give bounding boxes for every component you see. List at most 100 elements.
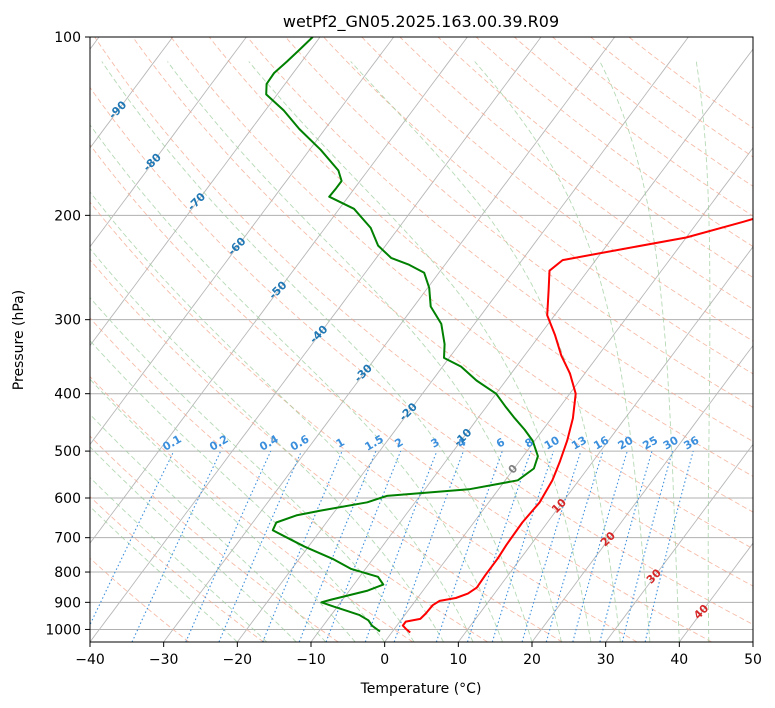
mixing-ratio-line [298, 450, 377, 642]
isotherm-line [678, 542, 753, 642]
mixing-ratio-line [364, 450, 438, 642]
dry-adiabat-line [437, 37, 753, 279]
isotherm-label: 40 [691, 602, 711, 622]
moist-adiabat-line [474, 61, 651, 642]
y-tick-label: 200 [54, 208, 81, 224]
y-tick-label: 800 [54, 565, 81, 581]
dry-adiabat-line [90, 201, 638, 642]
mixing-ratio-label: 0.1 [160, 433, 183, 454]
mixing-ratio-line [491, 450, 555, 642]
mixing-ratio-label: 0.2 [207, 433, 230, 454]
mixing-ratio-line [521, 450, 582, 642]
isotherm-line [90, 37, 247, 248]
moist-adiabat-line [90, 476, 268, 642]
mixing-ratio-line [572, 450, 628, 642]
dry-adiabat-line [361, 37, 753, 342]
y-tick-label: 700 [54, 531, 81, 547]
dry-adiabat-line [590, 37, 753, 158]
x-axis-label: Temperature (°C) [360, 681, 482, 697]
isotherm-line [457, 246, 753, 642]
x-tick-label: −20 [223, 652, 253, 668]
isotherm-label: 0 [506, 462, 521, 477]
mixing-ratio-line [262, 450, 343, 642]
dry-adiabat-line [552, 37, 753, 187]
isotherm-line [531, 344, 753, 642]
x-tick-label: 0 [380, 652, 389, 668]
mixing-ratio-label: 30 [661, 433, 681, 452]
x-tick-label: −40 [75, 652, 105, 668]
x-tick-label: −10 [296, 652, 326, 668]
y-tick-label: 1000 [45, 622, 81, 638]
y-tick-label: 900 [54, 595, 81, 611]
moist-adiabat-line [695, 61, 711, 642]
moist-adiabat-line [90, 296, 415, 642]
mixing-ratio-label: 13 [569, 434, 589, 453]
y-axis-label: Pressure (hPa) [11, 290, 27, 390]
mixing-ratio-line [131, 450, 222, 642]
isotherm-label: -20 [397, 400, 420, 423]
moist-adiabat-line [350, 61, 621, 642]
y-tick-label: 100 [54, 30, 81, 46]
isotherm-label: -90 [106, 98, 129, 121]
moist-adiabat-line [90, 191, 474, 642]
mixing-ratio-line [90, 450, 175, 627]
mixing-ratio-line [545, 450, 604, 642]
moist-adiabat-line [101, 61, 533, 642]
mixing-ratio-label: 1 [334, 436, 347, 451]
dry-adiabat-line [94, 37, 753, 587]
x-tick-label: 50 [744, 652, 762, 668]
dry-adiabat-line [208, 37, 753, 477]
isotherm-label: 20 [598, 529, 618, 549]
x-tick-label: 20 [523, 652, 541, 668]
mixing-ratio-label: 10 [542, 433, 562, 452]
moist-adiabat-line [90, 378, 356, 642]
axes: −40 −30 −20 −10 0 10 20 30 40 5010009008007006005… [45, 30, 762, 668]
mixing-ratio-line [599, 450, 653, 642]
background-lines [90, 37, 753, 642]
mixing-ratio-label: 3 [429, 436, 442, 451]
moist-adiabat-line [167, 61, 562, 642]
isotherm-line [90, 37, 395, 446]
dry-adiabat-line [90, 144, 712, 642]
isotherm-label: -60 [225, 235, 248, 258]
isotherm-line [163, 37, 616, 642]
mixing-ratio-label: 6 [494, 435, 507, 450]
moist-adiabat-line [599, 61, 680, 642]
moist-adiabat-line [90, 247, 444, 642]
y-tick-label: 600 [54, 491, 81, 507]
y-tick-label: 400 [54, 387, 81, 403]
mixing-ratio-line [644, 450, 694, 642]
mixing-ratio-line [435, 450, 503, 642]
moist-adiabat-line [90, 413, 327, 642]
mixing-ratio-line [393, 450, 465, 642]
dry-adiabat-line [399, 37, 753, 310]
dry-adiabat-line [90, 435, 339, 642]
chart-title: wetPf2_GN05.2025.163.00.39.R09 [283, 12, 559, 32]
mixing-ratio-label: 25 [640, 434, 660, 453]
isotherm-label: -80 [141, 150, 164, 173]
isotherm-line [384, 147, 753, 642]
mixing-ratio-label: 20 [616, 433, 636, 452]
x-tick-label: 30 [597, 652, 615, 668]
y-tick-label: 300 [54, 313, 81, 329]
isotherm-line [90, 37, 174, 149]
dry-adiabat-line [323, 37, 753, 375]
moist-adiabat-line [90, 446, 297, 642]
x-tick-label: −30 [149, 652, 179, 668]
mixing-ratio-label: 1.5 [362, 433, 385, 454]
isotherm-label: -40 [307, 322, 330, 345]
mixing-ratio-line [185, 450, 272, 642]
dry-adiabat-line [90, 375, 414, 642]
isotherm-line [605, 443, 753, 642]
dry-adiabat-line [514, 37, 753, 217]
moist-adiabat-line [248, 61, 592, 642]
isotherm-label: 30 [644, 566, 664, 586]
mixing-ratio-line [218, 450, 303, 642]
mixing-ratio-line [325, 450, 402, 642]
dry-adiabat-line [90, 317, 488, 642]
y-tick-label: 500 [54, 444, 81, 460]
mixing-ratio-label: 0.4 [257, 432, 281, 453]
isotherm-line [236, 37, 689, 642]
dry-adiabat-line [90, 259, 563, 642]
mixing-ratio-label: 16 [591, 433, 611, 452]
